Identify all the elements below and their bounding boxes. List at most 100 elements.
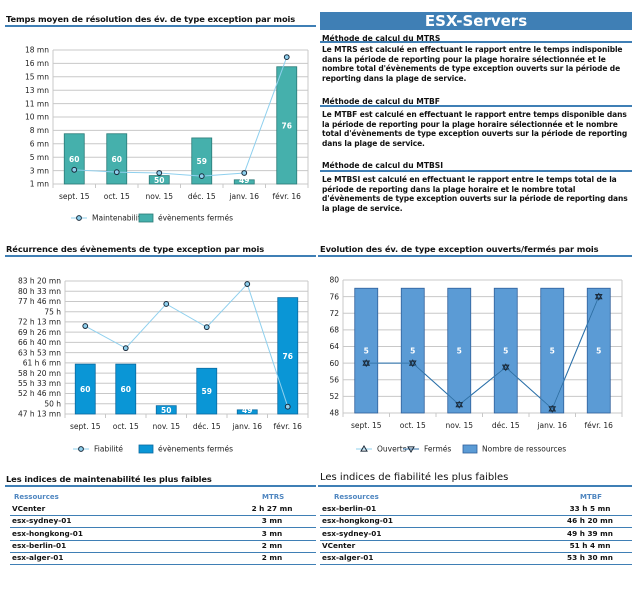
- bar: [354, 287, 379, 414]
- x-tick-label: févr. 16: [273, 192, 302, 201]
- divider: [5, 255, 316, 257]
- x-tick-label: oct. 15: [400, 421, 426, 430]
- bar: [493, 287, 518, 414]
- bar-data-label: 60: [80, 385, 90, 394]
- y-tick-label: 69 h 26 mn: [18, 328, 61, 337]
- bar: [276, 66, 298, 185]
- x-tick-label: févr. 16: [585, 421, 614, 430]
- resource-name: VCenter: [322, 540, 356, 550]
- chart-0: 18 mn 16 mn 15 mn 13 mn 11 mn 10 mn 8 mn 6 mn 5 …: [25, 46, 309, 223]
- legend-bar-swatch: [138, 444, 154, 454]
- y-tick-label: 3 mn: [30, 166, 49, 175]
- x-tick-label: déc. 15: [188, 192, 216, 201]
- x-tick-label: janv. 16: [231, 422, 262, 431]
- line-point: [203, 324, 210, 331]
- bar: [196, 367, 218, 415]
- bar-data-label: 5: [503, 347, 508, 356]
- metric-value: 53 h 30 mn: [567, 553, 613, 563]
- line-point: [284, 403, 291, 410]
- legend-label: Maintenabilité: [92, 214, 146, 223]
- legend-bar-swatch: [138, 213, 154, 223]
- y-tick-label: 56: [329, 375, 339, 384]
- y-tick-label: 77 h 46 mn: [18, 297, 61, 306]
- banner-title: ESX-Servers: [320, 12, 632, 30]
- y-tick-label: 10 mn: [25, 113, 49, 122]
- x-tick-label: nov. 15: [445, 421, 473, 430]
- y-tick-label: 58 h 20 mn: [18, 369, 61, 378]
- line-series: [366, 296, 600, 410]
- bar: [586, 287, 611, 414]
- legend-label: évènements fermés: [158, 445, 233, 454]
- line-point: [362, 360, 371, 368]
- metric-value: 33 h 5 mn: [569, 504, 611, 513]
- table-row: esx-berlin-01 33 h 5 mn: [320, 503, 632, 516]
- method-title-mtbsi: Méthode de calcul du MTBSI: [322, 161, 444, 170]
- y-tick-label: 47 h 13 mn: [18, 410, 61, 419]
- y-tick-label: 63 h 53 mn: [18, 348, 61, 357]
- bar: [233, 179, 255, 185]
- bar: [236, 409, 258, 415]
- table-title-mtbf: Les indices de fiabilité les plus faible…: [320, 472, 509, 483]
- metric-value: 49 h 39 mn: [567, 528, 613, 538]
- line-point: [501, 364, 510, 372]
- y-tick-label: 8 mn: [30, 126, 49, 135]
- y-tick-label: 55 h 33 mn: [18, 379, 61, 388]
- method-text-mtrs: Le MTRS est calculé en effectuant le rap…: [322, 45, 623, 84]
- table-row: VCenter 51 h 4 mn: [320, 540, 632, 553]
- y-tick-label: 80: [329, 276, 339, 285]
- bar-data-label: 5: [457, 347, 462, 356]
- resource-name: esx-berlin-01: [322, 504, 377, 513]
- x-tick-label: déc. 15: [193, 422, 221, 431]
- metric-value: 3 mn: [261, 528, 283, 538]
- bar-data-label: 5: [410, 347, 415, 356]
- metric-value: 46 h 20 mn: [567, 516, 613, 526]
- line-point: [76, 215, 82, 221]
- bar-data-label: 60: [112, 155, 122, 164]
- table-row: esx-hongkong-01 3 mn: [10, 528, 316, 541]
- column-header-resources: Ressources: [14, 493, 59, 501]
- line-point: [82, 323, 89, 329]
- line-point: [163, 301, 170, 307]
- y-tick-label: 72 h 13 mn: [18, 318, 61, 327]
- x-tick-label: oct. 15: [104, 192, 130, 201]
- legend-label: Nombre de ressources: [482, 445, 566, 454]
- method-text-mtbf: Le MTBF est calculé en effectuant le rap…: [322, 110, 628, 149]
- bar: [63, 133, 85, 185]
- x-tick-label: déc. 15: [492, 421, 520, 430]
- bar: [191, 137, 213, 185]
- metric-value: 2 h 27 mn: [251, 504, 293, 513]
- legend-label: évènements fermés: [158, 214, 233, 223]
- method-title-mtbf: Méthode de calcul du MTBF: [322, 97, 440, 106]
- line-point: [594, 294, 603, 301]
- line-point: [283, 54, 290, 60]
- metric-value: 51 h 4 mn: [569, 540, 611, 550]
- x-tick-label: nov. 15: [145, 192, 173, 201]
- bar-data-label: 5: [550, 347, 555, 356]
- bar-data-label: 59: [202, 387, 212, 396]
- table-row: esx-hongkong-01 46 h 20 mn: [320, 515, 632, 529]
- divider: [318, 255, 632, 257]
- legend-label: Ouverts: [377, 445, 407, 454]
- y-tick-label: 6 mn: [30, 140, 49, 149]
- divider: [5, 25, 316, 27]
- table-row: VCenter 2 h 27 mn: [10, 503, 316, 516]
- y-tick-label: 72: [329, 309, 339, 318]
- bar-data-label: 76: [282, 121, 292, 130]
- x-tick-label: sept. 15: [59, 192, 90, 201]
- x-tick-label: sept. 15: [351, 421, 382, 430]
- table-row: esx-sydney-01 3 mn: [10, 515, 316, 529]
- line-series: [85, 283, 289, 407]
- y-tick-label: 80 h 33 mn: [18, 287, 61, 296]
- bar-data-label: 49: [239, 176, 249, 185]
- column-header-mtrs: MTRS: [262, 493, 285, 501]
- chart-title-evolution: Evolution des év. de type exception ouve…: [320, 244, 599, 254]
- x-tick-label: févr. 16: [274, 422, 303, 431]
- line-point: [241, 170, 248, 176]
- y-tick-label: 13 mn: [25, 86, 49, 95]
- line-point: [71, 166, 78, 173]
- bar: [74, 363, 96, 415]
- bar: [277, 297, 299, 415]
- bar-data-label: 49: [242, 406, 252, 415]
